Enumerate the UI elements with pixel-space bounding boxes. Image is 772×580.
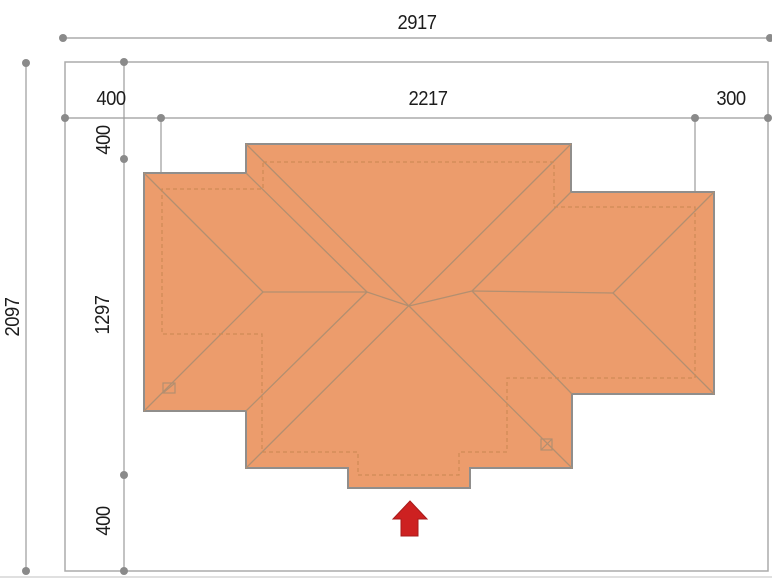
tick-dot [120,58,128,66]
overall-width-label: 2917 [397,12,437,34]
tick-dot [120,155,128,163]
valley-line-right-top [471,191,572,292]
ridge-connector-right [408,290,473,307]
tick-dot [22,567,30,575]
plot-boundary [64,61,769,572]
tick-dot [22,59,30,67]
hip-line-right-ne [612,191,715,294]
chimney-2 [540,438,553,451]
ridge-line-right-wing [471,290,614,294]
width-segment-label-2: 2217 [408,88,448,110]
roof-outline [143,143,715,489]
height-segment-label-2: 1297 [92,295,114,335]
width-segment-label-1: 400 [96,88,126,110]
ridge-connector-left [366,291,410,307]
tick-dot [157,114,165,122]
tick-dot [766,34,772,42]
roof-ridge-lines [143,143,715,469]
hip-line-left-nw [143,172,264,293]
entrance-arrow-icon [391,500,429,537]
hip-line-left-sw [143,291,264,412]
valley-line-right-bottom [471,290,573,395]
chimney-1-diagonal [162,382,176,394]
tick-dot [120,471,128,479]
tick-dot [764,114,772,122]
chimneys [162,382,553,451]
valley-line-left-top [245,172,368,293]
overall-height-label: 2097 [2,297,24,337]
hip-line-right-se [612,292,715,395]
tick-dot [59,34,67,42]
valley-line-left-bottom [245,291,368,412]
height-segment-label-1: 400 [93,125,115,155]
dimension-tick-dots [22,34,772,575]
chimney-2-diagonal [540,438,553,451]
tick-dot [120,567,128,575]
building-wall-dashed-outline [161,161,696,476]
dimension-lines [25,37,770,571]
width-segment-label-3: 300 [716,88,746,110]
chimney-1 [162,382,176,394]
tick-dot [691,114,699,122]
height-segment-label-3: 400 [93,506,115,536]
tick-dot [61,114,69,122]
